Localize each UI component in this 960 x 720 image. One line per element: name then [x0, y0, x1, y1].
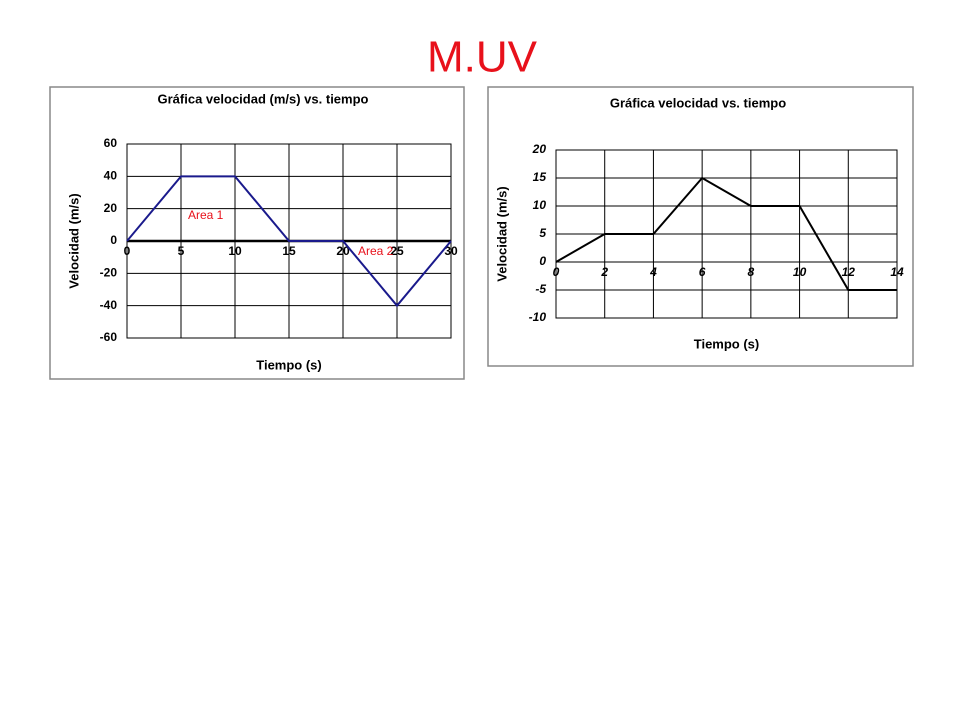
x-tick-label: 2 — [600, 265, 608, 279]
chart-frame — [487, 86, 914, 367]
y-axis-label: Velocidad (m/s) — [66, 193, 81, 288]
chart-frame — [49, 86, 465, 380]
y-tick-label: 20 — [104, 201, 118, 215]
x-tick-label: 10 — [793, 265, 807, 279]
x-tick-label: 12 — [842, 265, 856, 279]
x-axis-label: Tiempo (s) — [694, 336, 760, 351]
x-tick-label: 5 — [178, 244, 185, 258]
data-line — [126, 175, 452, 308]
y-tick-label: -20 — [100, 266, 118, 280]
x-tick-label: 15 — [282, 244, 296, 258]
y-tick-label: -40 — [100, 298, 118, 312]
y-tick-label: 60 — [104, 136, 118, 150]
y-tick-label: 20 — [532, 142, 547, 156]
y-axis-label: Velocidad (m/s) — [494, 186, 509, 281]
x-tick-label: 6 — [699, 265, 706, 279]
y-tick-label: -10 — [529, 310, 547, 324]
data-line — [555, 176, 897, 291]
chart-title: Gráfica velocidad (m/s) vs. tiempo — [158, 91, 369, 106]
x-tick-label: 25 — [390, 244, 404, 258]
slide-title: M.UV — [427, 33, 538, 82]
y-tick-label: -60 — [100, 330, 118, 344]
x-tick-label: 4 — [649, 265, 657, 279]
annotation: Area 1 — [188, 208, 224, 222]
x-tick-label: 20 — [336, 244, 350, 258]
chart-title: Gráfica velocidad vs. tiempo — [610, 95, 786, 110]
y-tick-label: 40 — [104, 169, 118, 183]
y-tick-label: -5 — [535, 282, 546, 296]
y-tick-label: 0 — [110, 233, 117, 247]
y-tick-label: 0 — [539, 254, 546, 268]
annotation: Area 2 — [358, 244, 394, 258]
x-tick-label: 8 — [748, 265, 755, 279]
y-tick-label: 5 — [539, 226, 546, 240]
x-axis-label: Tiempo (s) — [256, 357, 322, 372]
x-tick-label: 10 — [228, 244, 242, 258]
y-tick-label: 10 — [533, 198, 547, 212]
y-tick-label: 15 — [533, 170, 547, 184]
plot-border — [555, 149, 898, 319]
